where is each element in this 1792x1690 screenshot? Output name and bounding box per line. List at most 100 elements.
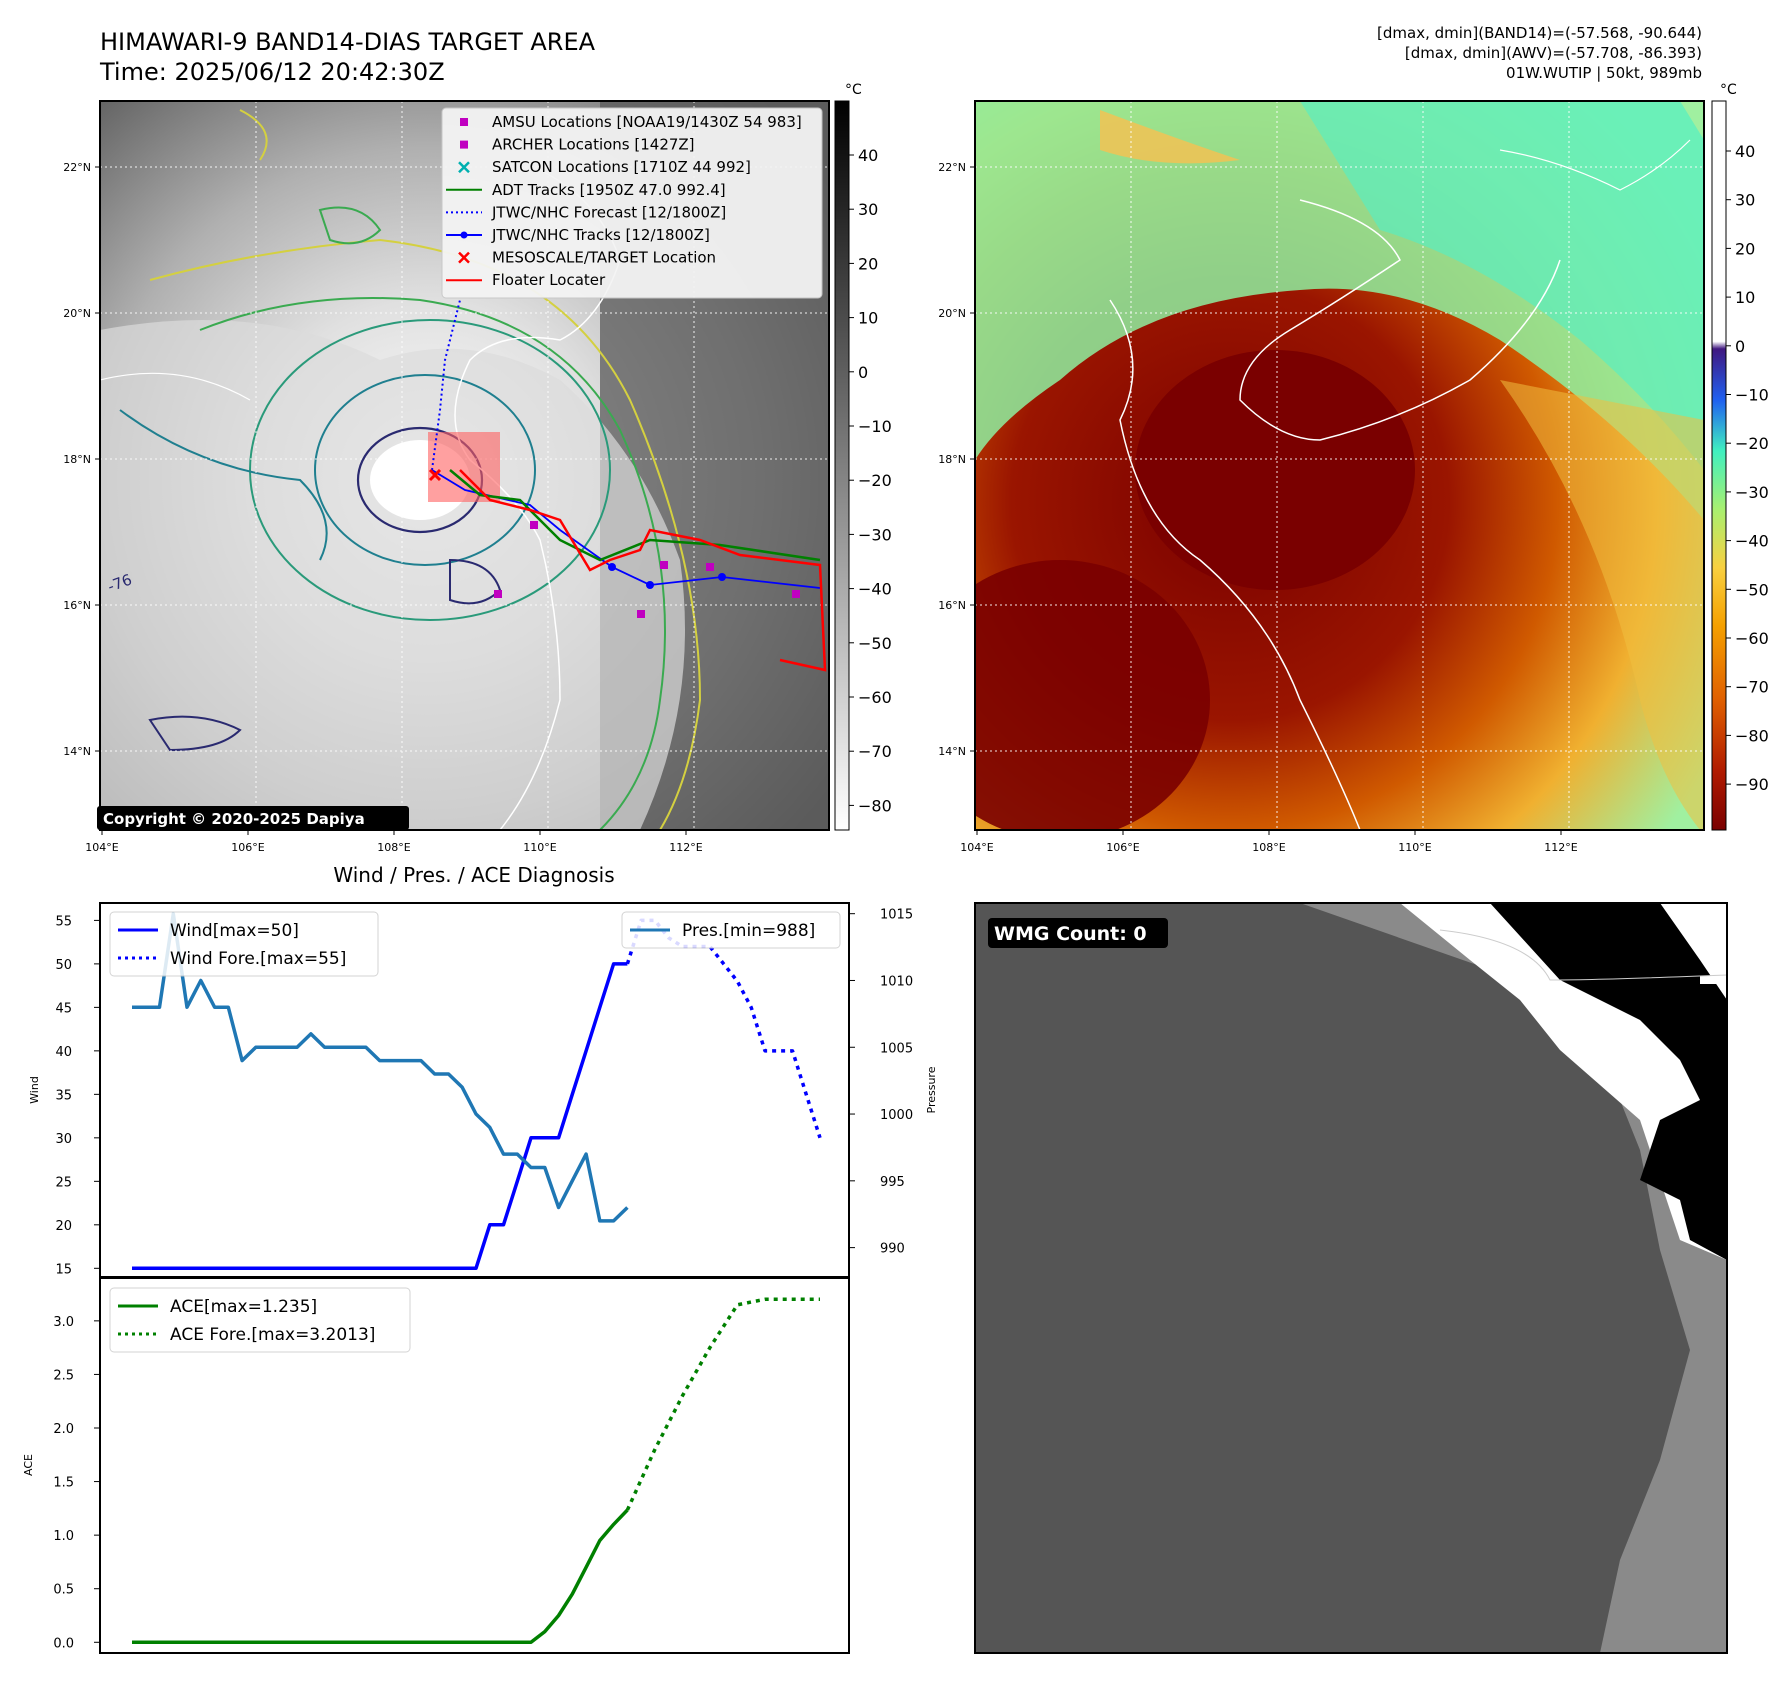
colorbar-right [1711,100,1727,831]
colorbar-tick-label: 10 [858,309,878,328]
wmg-panel: WMG Count: 0 [974,902,1728,1654]
pressure-ytick-label: 1010 [880,974,913,989]
colorbar-tick-label: 20 [1735,239,1755,258]
legend-entry-label: ADT Tracks [1950Z 47.0 992.4] [492,181,726,199]
legend-entry-label: JTWC/NHC Tracks [12/1800Z] [491,226,710,244]
colorbar-tick-label: −90 [1735,775,1769,794]
stats-band14: [dmax, dmin](BAND14)=(-57.568, -90.644) [1377,24,1702,42]
colorbar-tick-label: −50 [1735,580,1769,599]
ace-forecast-line [625,1297,820,1511]
legend-marker-square [460,118,468,126]
figure-title: HIMAWARI-9 BAND14-DIAS TARGET AREA [100,28,596,56]
ace-ytick-label: 1.0 [53,1529,74,1544]
lon-tick-label: 112°E [669,841,702,854]
ace-ytick-label: 2.0 [53,1422,74,1437]
copyright-badge: Copyright © 2020-2025 Dapiya [97,806,409,830]
wind-ytick-label: 40 [55,1045,72,1060]
legend-marker-dot [460,231,468,239]
ace-ytick-label: 2.5 [53,1368,74,1383]
colorbar-tick-label: 40 [858,146,878,165]
legend-ace-forecast: ACE Fore.[max=3.2013] [170,1325,375,1345]
legend-entry-label: Floater Locater [492,271,606,289]
wv-map [975,101,1704,830]
colorbar-left-unit: °C [845,82,862,98]
lat-tick-label: 18°N [63,453,91,466]
wind-ytick-label: 55 [55,914,72,929]
legend-marker-x [458,251,470,264]
colorbar-right-unit: °C [1720,82,1737,98]
colorbar-tick-label: 20 [858,254,878,273]
colorbar-tick-label: −10 [1735,386,1769,405]
copyright-text: Copyright © 2020-2025 Dapiya [103,810,365,828]
lon-tick-label: 108°E [1252,841,1285,854]
wind-ylabel: Wind [28,1076,41,1104]
legend-marker-x [458,161,470,174]
legend-entry-label: JTWC/NHC Forecast [12/1800Z] [491,203,726,221]
colorbar-tick-label: −40 [1735,532,1769,551]
lat-tick-label: 22°N [938,161,966,174]
colorbar-tick-label: −20 [858,471,892,490]
wmg-count: WMG Count: 0 [994,923,1147,945]
lon-tick-label: 106°E [231,841,264,854]
lon-tick-label: 110°E [523,841,556,854]
colorbar-tick-label: −70 [1735,678,1769,697]
colorbar-tick-label: −50 [858,634,892,653]
stats-awv: [dmax, dmin](AWV)=(-57.708, -86.393) [1405,44,1702,62]
wind-ytick-label: 30 [55,1132,72,1147]
legend-wind: Wind[max=50] [170,921,299,941]
colorbar-tick-label: −80 [1735,726,1769,745]
ace-line [132,1508,629,1645]
colorbar-tick-label: 40 [1735,142,1755,161]
colorbar-tick-label: −20 [1735,434,1769,453]
ace-legend: ACE[max=1.235] ACE Fore.[max=3.2013] [109,1287,411,1353]
pressure-ytick-label: 1015 [880,908,913,923]
pressure-legend: Pres.[min=988] [621,911,841,949]
diagnosis-title: Wind / Pres. / ACE Diagnosis [333,863,614,887]
pressure-ytick-label: 990 [880,1242,905,1257]
lat-tick-label: 20°N [63,307,91,320]
ir-map-frame [99,100,830,831]
legend-entry-label: MESOSCALE/TARGET Location [492,249,716,267]
colorbar-tick-label: 30 [1735,191,1755,210]
lon-tick-label: 112°E [1544,841,1577,854]
lat-tick-label: 20°N [938,307,966,320]
lat-tick-label: 14°N [938,745,966,758]
lon-tick-label: 108°E [377,841,410,854]
wind-ytick-label: 35 [55,1088,72,1103]
colorbar-tick-label: −60 [1735,629,1769,648]
pressure-ytick-label: 995 [880,1175,905,1190]
lon-tick-label: 106°E [1106,841,1139,854]
lon-tick-label: 104°E [85,841,118,854]
legend-entry-label: ARCHER Locations [1427Z] [492,136,695,154]
legend-entry-label: AMSU Locations [NOAA19/1430Z 54 983] [492,113,802,131]
colorbar-tick-label: −30 [1735,483,1769,502]
storm-line: 01W.WUTIP | 50kt, 989mb [1506,64,1702,82]
pressure-line [132,911,629,1223]
wv-map-frame [974,100,1705,831]
wind-line [132,962,628,1271]
colorbar-left [834,100,850,831]
legend-pressure: Pres.[min=988] [682,921,815,941]
legend-wind-forecast: Wind Fore.[max=55] [170,949,346,969]
lat-tick-label: 16°N [63,599,91,612]
lat-tick-label: 16°N [938,599,966,612]
map-legend: AMSU Locations [NOAA19/1430Z 54 983] ARCH… [441,107,823,299]
lon-tick-label: 104°E [960,841,993,854]
wind-legend: Wind[max=50] Wind Fore.[max=55] [109,911,379,977]
colorbar-tick-label: 30 [858,200,878,219]
pressure-ytick-label: 1000 [880,1108,913,1123]
wind-ytick-label: 25 [55,1175,72,1190]
pressure-ylabel: Pressure [925,1066,938,1113]
wind-ytick-label: 15 [55,1262,72,1277]
wind-ytick-label: 20 [55,1219,72,1234]
legend-entry-label: SATCON Locations [1710Z 44 992] [492,158,751,176]
colorbar-tick-label: 0 [858,363,868,382]
ace-ytick-label: 0.0 [53,1636,74,1651]
wind-ytick-label: 50 [55,958,72,973]
colorbar-tick-label: −60 [858,688,892,707]
lat-tick-label: 14°N [63,745,91,758]
lon-tick-label: 110°E [1398,841,1431,854]
colorbar-tick-label: 10 [1735,288,1755,307]
colorbar-tick-label: −80 [858,796,892,815]
